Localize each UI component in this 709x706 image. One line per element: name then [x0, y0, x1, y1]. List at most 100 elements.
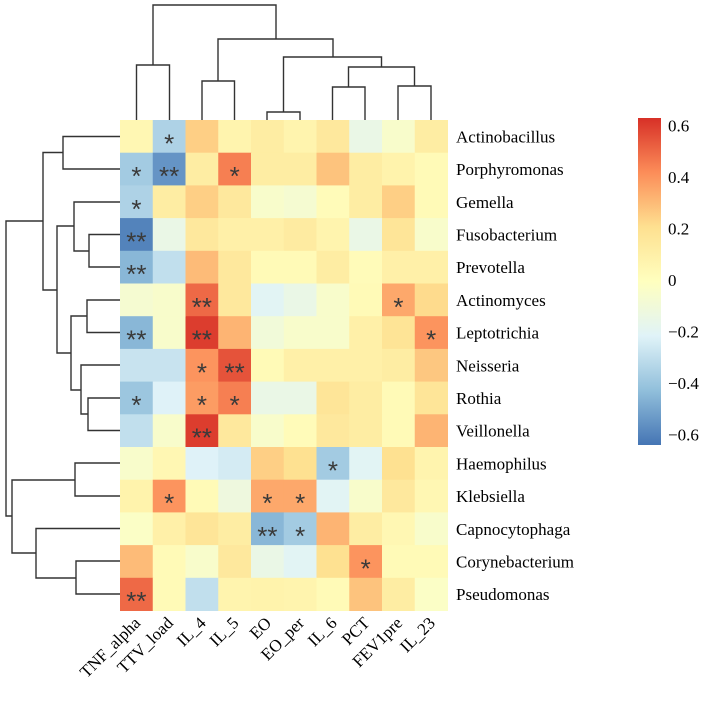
heatmap-cell: [316, 283, 350, 317]
heatmap-cell: [185, 283, 219, 317]
heatmap-cell: [120, 283, 154, 317]
significance-marker: *: [295, 488, 305, 518]
heatmap-cell: [251, 185, 285, 219]
heatmap-cell: [185, 545, 219, 579]
heatmap-cell: [283, 348, 317, 383]
heatmap-cell: [152, 545, 186, 579]
heatmap-cell: [316, 185, 350, 219]
row-label: Capnocytophaga: [456, 520, 571, 539]
heatmap-cell: [218, 283, 252, 317]
heatmap-cell: [382, 218, 416, 252]
heatmap-cell: [120, 447, 154, 481]
heatmap-cell: [218, 152, 252, 186]
heatmap-cell: [283, 381, 317, 415]
significance-marker: **: [126, 259, 146, 289]
heatmap-cell: [185, 218, 219, 252]
significance-marker: *: [328, 455, 338, 485]
row-labels: Actinobacillus Porphyromonas Gemella Fusoba…: [456, 127, 574, 604]
colorbar-tick-label: 0.2: [668, 220, 689, 239]
significance-marker: *: [131, 161, 141, 191]
heatmap-cell: [251, 250, 285, 284]
heatmap-cell: [218, 545, 252, 579]
heatmap-cell: [414, 381, 448, 415]
heatmap-cell: [251, 577, 285, 611]
heatmap-cell: [152, 283, 186, 317]
heatmap-cell: [414, 316, 448, 350]
heatmap-cell: [316, 348, 350, 383]
heatmap-cell: [185, 512, 219, 546]
heatmap-cell: [185, 447, 219, 481]
colorbar-tick-label: −0.6: [668, 426, 699, 445]
colorbar-tick-label: −0.4: [668, 374, 699, 393]
heatmap-cell: [185, 316, 219, 350]
heatmap-cell: [218, 348, 252, 383]
heatmap-cell: [218, 577, 252, 611]
significance-marker: *: [230, 390, 240, 420]
heatmap-cell: [283, 250, 317, 284]
heatmap-cell: [120, 577, 154, 611]
row-dendrogram: [5, 135, 120, 595]
heatmap-cell: [120, 479, 154, 513]
column-dendrogram: [135, 4, 432, 120]
heatmap-cell: [218, 381, 252, 415]
heatmap-cell: [251, 381, 285, 415]
heatmap-cell: [283, 512, 317, 546]
heatmap-cell: [316, 479, 350, 513]
heatmap-cell: [349, 250, 383, 284]
heatmap-cell: [382, 381, 416, 415]
heatmap-cell: [283, 120, 317, 154]
heatmap-cell: [218, 250, 252, 284]
significance-marker: *: [164, 488, 174, 518]
row-label: Klebsiella: [456, 487, 525, 506]
significance-marker: *: [262, 488, 272, 518]
colorbar-tick-label: 0.4: [668, 168, 690, 187]
significance-marker: *: [426, 325, 436, 355]
heatmap-cell: [120, 512, 154, 546]
significance-marker: *: [197, 357, 207, 387]
heatmap-cell: [283, 218, 317, 252]
significance-marker: *: [393, 292, 403, 322]
heatmap-cell: [185, 348, 219, 383]
heatmap-cell: [349, 218, 383, 252]
heatmap-cell: [152, 250, 186, 284]
heatmap-cell: [414, 479, 448, 513]
heatmap-cell: [152, 218, 186, 252]
heatmap-cell: [152, 447, 186, 481]
heatmap-cell: [218, 185, 252, 219]
heatmap-cell: [218, 447, 252, 481]
heatmap-cell: [283, 447, 317, 481]
heatmap-cell: [251, 152, 285, 186]
heatmap-cell: [218, 414, 252, 448]
row-label: Porphyromonas: [456, 160, 564, 179]
heatmap-cell: [251, 283, 285, 317]
heatmap-cell: [414, 152, 448, 186]
heatmap-cell: [152, 381, 186, 415]
row-label: Neisseria: [456, 356, 520, 375]
heatmap-cell: [120, 545, 154, 579]
heatmap-cell: [414, 283, 448, 317]
heatmap-cell: [414, 447, 448, 481]
significance-marker: *: [197, 390, 207, 420]
significance-marker: **: [192, 292, 212, 322]
heatmap-cell: [414, 545, 448, 579]
heatmap-cell: [185, 250, 219, 284]
row-label: Leptotrichia: [456, 324, 540, 343]
heatmap-cell: [349, 152, 383, 186]
significance-marker: *: [295, 521, 305, 551]
heatmap-cell: [382, 577, 416, 611]
significance-marker: **: [126, 325, 146, 355]
colorbar-legend: 0.6 0.4 0.2 0 −0.2 −0.4 −0.6: [638, 117, 699, 445]
column-label: IL_4: [173, 613, 210, 650]
heatmap-cell: [152, 185, 186, 219]
heatmap-cell: [251, 218, 285, 252]
colorbar-tick-label: 0: [668, 271, 677, 290]
heatmap-cell: [251, 545, 285, 579]
heatmap-cell: [120, 120, 154, 154]
heatmap-cell: [152, 577, 186, 611]
heatmap-cell: [185, 479, 219, 513]
significance-marker: *: [164, 128, 174, 158]
column-label: IL_6: [304, 613, 341, 650]
heatmap-cell: [349, 120, 383, 154]
heatmap-cell: [349, 512, 383, 546]
